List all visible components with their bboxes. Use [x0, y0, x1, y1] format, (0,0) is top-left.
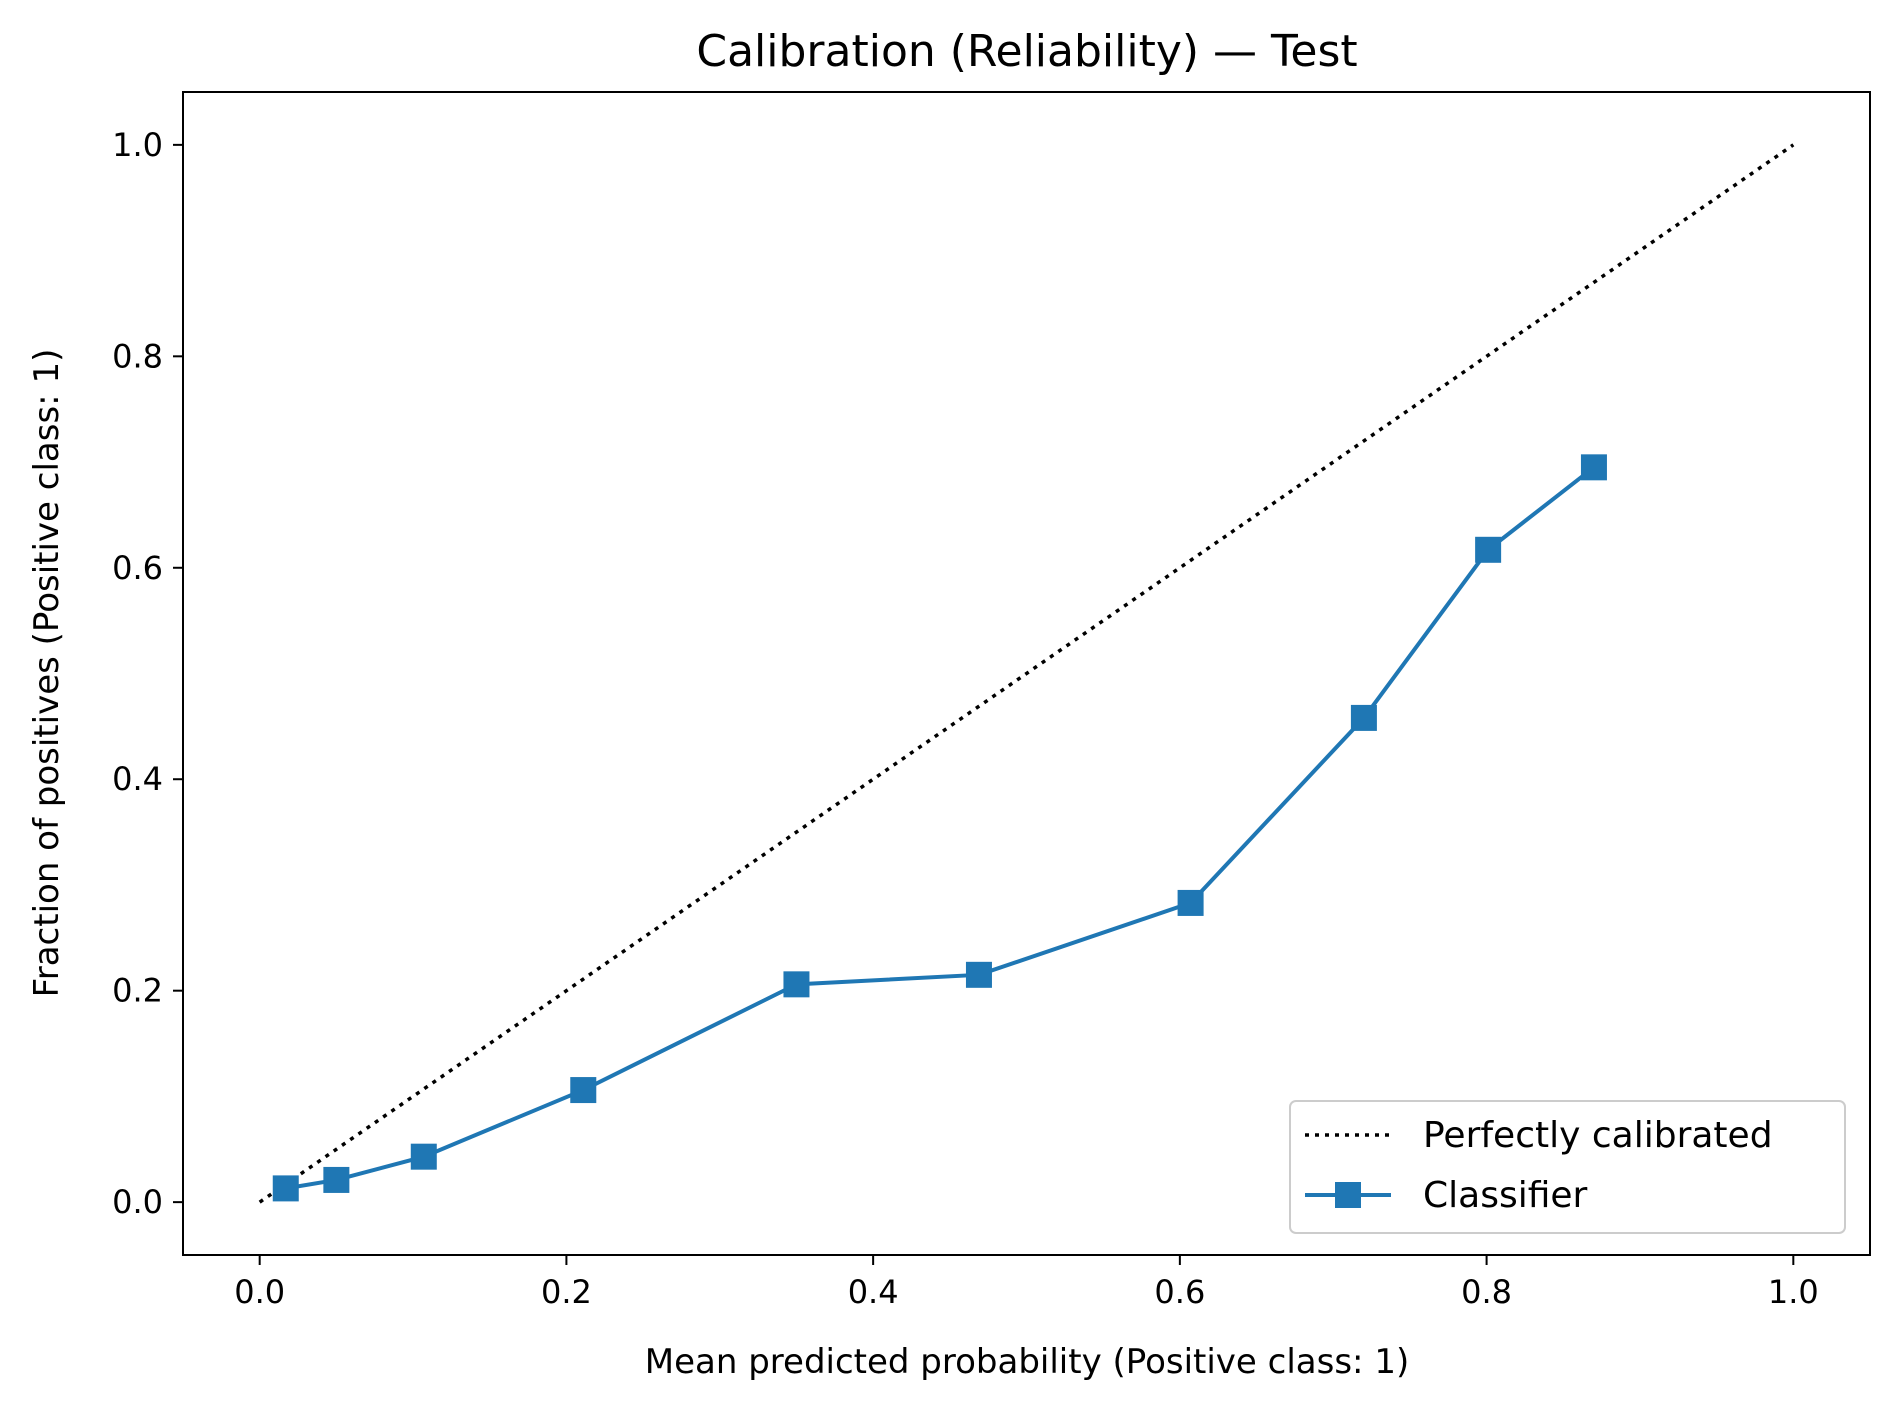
chart-title: Calibration (Reliability) — Test	[696, 26, 1357, 77]
classifier-point	[272, 1175, 299, 1202]
x-tick-label: 0.2	[541, 1273, 592, 1311]
y-tick-label: 0.8	[112, 337, 163, 375]
perfect-calibration-line	[258, 143, 1795, 1204]
classifier-point	[1177, 889, 1204, 916]
y-axis-ticks: 0.0 0.2 0.4 0.6 0.8 1.0	[112, 126, 183, 1221]
legend-frame	[1289, 1100, 1846, 1234]
classifier-point	[570, 1077, 597, 1104]
y-tick-label: 0.4	[112, 760, 163, 798]
legend-label-perfect: Perfectly calibrated	[1423, 1115, 1773, 1156]
x-tick-label: 0.0	[234, 1273, 285, 1311]
classifier-point	[965, 961, 992, 988]
y-axis-label: Fraction of positives (Positive class: 1…	[27, 349, 67, 998]
x-tick-label: 1.0	[1768, 1273, 1819, 1311]
y-tick-label: 0.2	[112, 972, 163, 1010]
x-tick-label: 0.8	[1461, 1273, 1512, 1311]
classifier-point	[323, 1166, 350, 1193]
classifier-line	[285, 465, 1596, 1191]
legend-label-classifier: Classifier	[1423, 1175, 1588, 1216]
plot-frame	[182, 91, 1871, 1256]
series-layer	[258, 143, 1795, 1204]
y-tick-label: 0.0	[112, 1183, 163, 1221]
y-tick-label: 0.6	[112, 549, 163, 587]
x-axis-ticks: 0.0 0.2 0.4 0.6 0.8 1.0	[234, 1255, 1819, 1311]
legend-classifier-marker-swatch	[1335, 1182, 1361, 1208]
y-tick-label: 1.0	[112, 126, 163, 164]
classifier-point	[1475, 536, 1502, 563]
classifier-point	[410, 1143, 437, 1170]
x-tick-label: 0.6	[1154, 1273, 1205, 1311]
x-axis-label: Mean predicted probability (Positive cla…	[645, 1342, 1409, 1382]
legend: Perfectly calibrated Classifier	[1289, 1100, 1846, 1234]
classifier-point	[1350, 704, 1377, 731]
x-tick-label: 0.4	[848, 1273, 899, 1311]
classifier-point	[783, 971, 810, 998]
classifier-point	[1580, 454, 1607, 481]
